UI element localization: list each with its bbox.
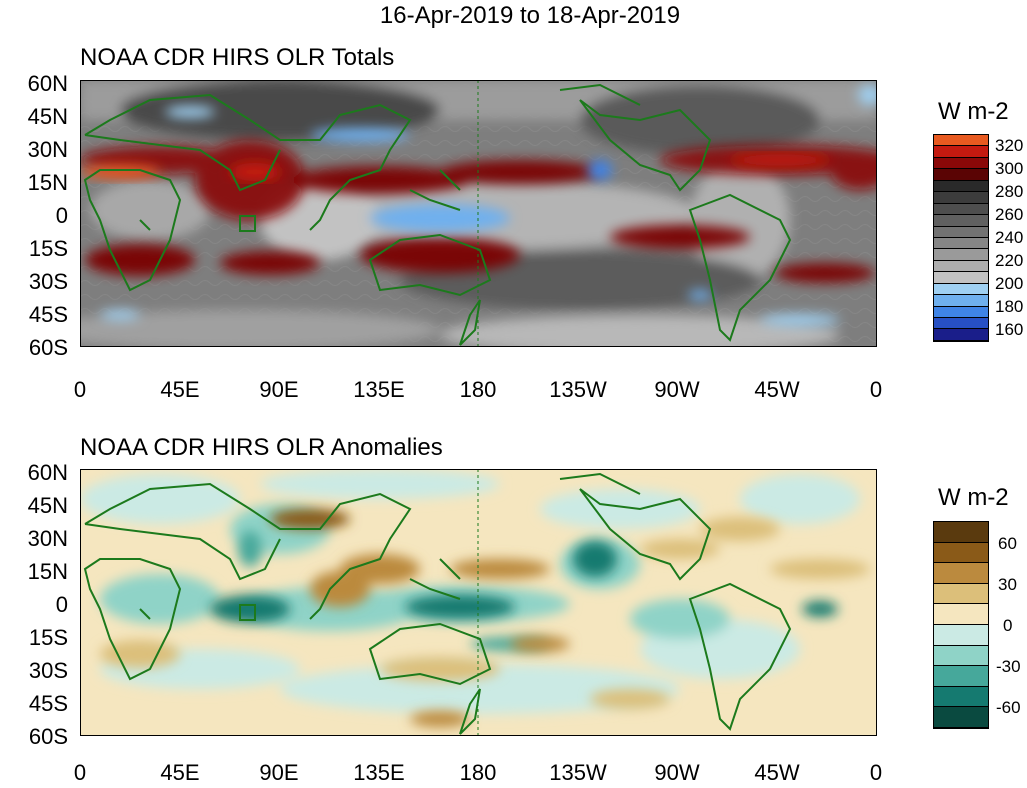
y-tick-label: 15S: [28, 625, 68, 650]
colorbar-swatch: [934, 215, 988, 227]
x-tick-label: 135E: [353, 377, 405, 402]
colorbar-swatch: [934, 295, 988, 307]
colorbar-label: 280: [995, 182, 1024, 201]
colorbar-label: 240: [995, 228, 1024, 247]
x-tick-label: 0: [73, 760, 87, 785]
colorbar-swatch: [934, 146, 988, 158]
colorbar-swatch: [934, 272, 988, 284]
colorbar-swatch: [934, 283, 988, 296]
colorbar-label: 320: [995, 136, 1024, 155]
colorbar-swatch: [934, 522, 988, 543]
colorbar-swatch: [934, 707, 988, 728]
x-tick-label: 90W: [654, 377, 700, 402]
y-tick-label: 45S: [28, 691, 68, 716]
x-tick-label: 180: [459, 760, 497, 785]
colorbar-label: 180: [995, 297, 1024, 316]
x-tick-label: 0: [869, 760, 883, 785]
y-tick-label: 30N: [27, 526, 68, 551]
colorbar-swatch: [934, 542, 988, 564]
x-tick-label: 45W: [754, 760, 800, 785]
x-tick-label: 0: [869, 377, 883, 402]
colorbar-label: 0: [1003, 616, 1013, 635]
colorbar-label: -30: [996, 657, 1021, 676]
colorbar-swatch: [934, 666, 988, 687]
date-range-title: 16-Apr-2019 to 18-Apr-2019: [379, 2, 681, 29]
y-tick-label: 15N: [27, 170, 68, 195]
y-tick-label: 60N: [27, 460, 68, 485]
anomalies-panel-title: NOAA CDR HIRS OLR Anomalies: [80, 434, 443, 461]
x-tick-label: 180: [459, 377, 497, 402]
anomalies-colorbar: [933, 521, 989, 729]
y-tick-label: 30S: [28, 269, 68, 294]
y-tick-label: 45N: [27, 493, 68, 518]
y-tick-label: 15N: [27, 559, 68, 584]
colorbar-swatch: [934, 249, 988, 261]
colorbar-swatch: [934, 686, 988, 708]
colorbar-label: 200: [995, 274, 1024, 293]
colorbar-swatch: [934, 180, 988, 193]
colorbar-swatch: [934, 306, 988, 318]
x-tick-label: 45E: [160, 760, 200, 785]
colorbar-swatch: [934, 203, 988, 216]
totals-panel-title: NOAA CDR HIRS OLR Totals: [80, 44, 395, 71]
colorbar-swatch: [934, 260, 988, 273]
colorbar-label: 300: [995, 159, 1024, 178]
y-tick-label: 15S: [28, 236, 68, 261]
colorbar-swatch: [934, 624, 988, 646]
x-tick-label: 0: [73, 377, 87, 402]
colorbar-swatch: [934, 563, 988, 584]
anomalies-colorbar-unit: W m-2: [938, 484, 1009, 511]
colorbar-swatch: [934, 583, 988, 605]
x-tick-label: 90E: [259, 377, 299, 402]
colorbar-label: 220: [995, 251, 1024, 270]
y-tick-label: 0: [55, 203, 68, 228]
colorbar-swatch: [934, 157, 988, 170]
y-tick-label: 0: [55, 592, 68, 617]
colorbar-label: 60: [998, 534, 1017, 553]
colorbar-swatch: [934, 329, 988, 341]
x-tick-label: 135E: [353, 760, 405, 785]
y-tick-label: 30S: [28, 658, 68, 683]
colorbar-label: 160: [995, 320, 1024, 339]
y-tick-label: 60S: [28, 335, 68, 360]
colorbar-swatch: [934, 192, 988, 204]
x-tick-label: 135W: [549, 760, 607, 785]
totals-colorbar: [933, 134, 989, 342]
x-tick-label: 90W: [654, 760, 700, 785]
totals-colorbar-unit: W m-2: [938, 98, 1009, 125]
x-tick-label: 45W: [754, 377, 800, 402]
colorbar-swatch: [934, 226, 988, 238]
totals-map: [80, 80, 877, 347]
y-tick-label: 45S: [28, 302, 68, 327]
colorbar-label: 30: [998, 575, 1017, 594]
colorbar-swatch: [934, 237, 988, 250]
colorbar-swatch: [934, 318, 988, 330]
colorbar-label: 260: [995, 205, 1024, 224]
x-tick-label: 90E: [259, 760, 299, 785]
colorbar-swatch: [934, 604, 988, 625]
colorbar-swatch: [934, 135, 988, 147]
y-tick-label: 60S: [28, 724, 68, 749]
x-tick-label: 135W: [549, 377, 607, 402]
y-tick-label: 60N: [27, 71, 68, 96]
colorbar-swatch: [934, 169, 988, 181]
colorbar-swatch: [934, 645, 988, 667]
y-tick-label: 45N: [27, 104, 68, 129]
y-tick-label: 30N: [27, 137, 68, 162]
colorbar-label: -60: [996, 698, 1021, 717]
anomalies-map: [80, 469, 877, 736]
x-tick-label: 45E: [160, 377, 200, 402]
